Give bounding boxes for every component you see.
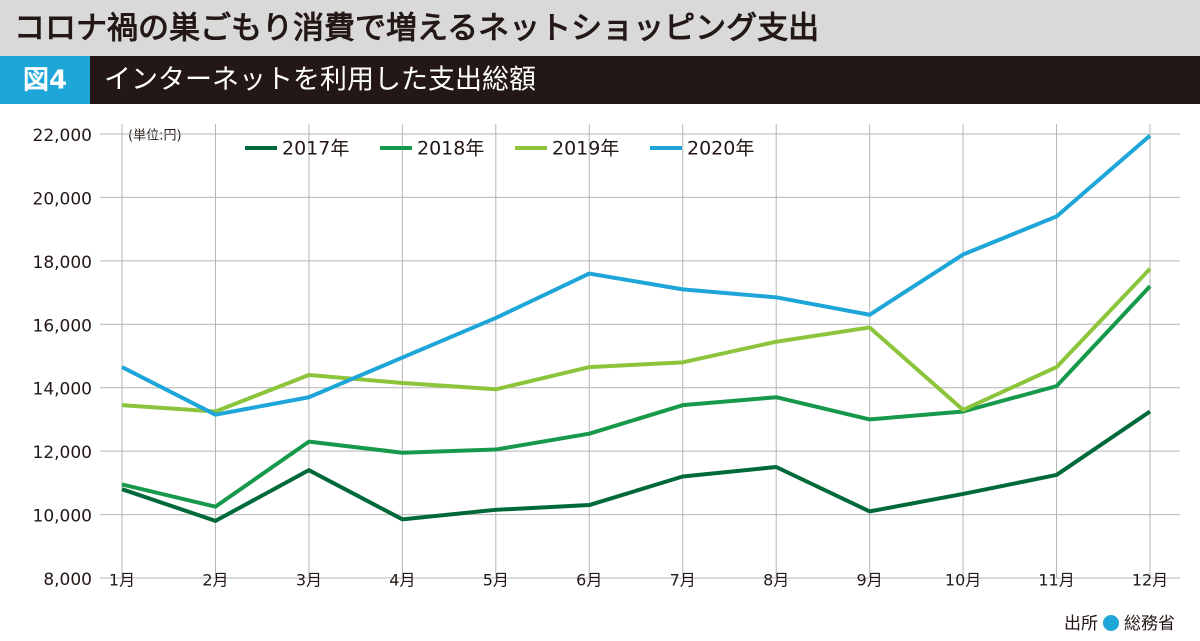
legend-label: 2018年 xyxy=(417,138,484,160)
figure-label-box xyxy=(0,56,90,104)
source-dot xyxy=(1103,615,1119,631)
y-tick-label: 8,000 xyxy=(43,570,92,590)
y-tick-label: 14,000 xyxy=(33,380,92,400)
y-tick-label: 10,000 xyxy=(33,507,92,527)
x-tick-label: 5月 xyxy=(483,571,509,590)
figure-label: 図4 xyxy=(23,66,67,96)
x-tick-label: 7月 xyxy=(670,571,696,590)
source: 総務省 xyxy=(1124,614,1175,634)
series-line xyxy=(121,134,1152,417)
legend-label: 2020年 xyxy=(687,138,754,160)
x-tick-label: 2月 xyxy=(202,571,228,590)
x-tick-label: 8月 xyxy=(763,571,789,590)
x-tick-label: 10月 xyxy=(945,571,981,590)
chart-title: コロナ禍の巣ごもり消費で増えるネットショッピング支出 xyxy=(14,11,819,47)
x-tick-label: 9月 xyxy=(857,571,883,590)
x-tick-label: 6月 xyxy=(576,571,602,590)
unit-note: (単位:円) xyxy=(128,128,182,144)
source-label: 出所 xyxy=(1064,614,1098,634)
y-tick-label: 12,000 xyxy=(33,443,92,463)
x-tick-label: 1月 xyxy=(109,571,135,590)
subtitle: インターネットを利用した支出総額 xyxy=(104,65,536,96)
y-tick-label: 22,000 xyxy=(33,126,92,146)
title-band xyxy=(0,0,1200,56)
legend-label: 2019年 xyxy=(552,138,619,160)
legend-label: 2017年 xyxy=(282,138,349,160)
x-tick-label: 3月 xyxy=(296,571,322,590)
plot: 8,000 10,000 12,000 14,000 16,000 18,000 20,00… xyxy=(33,124,1180,590)
series-line xyxy=(121,409,1152,523)
y-tick-label: 20,000 xyxy=(33,189,92,209)
subtitle-band xyxy=(0,56,1200,104)
y-tick-label: 18,000 xyxy=(33,253,92,273)
x-tick-label: 12月 xyxy=(1132,571,1168,590)
x-tick-label: 11月 xyxy=(1038,571,1074,590)
x-tick-label: 4月 xyxy=(389,571,415,590)
series-line xyxy=(121,267,1152,414)
y-tick-label: 16,000 xyxy=(33,316,92,336)
series-line xyxy=(121,284,1152,509)
